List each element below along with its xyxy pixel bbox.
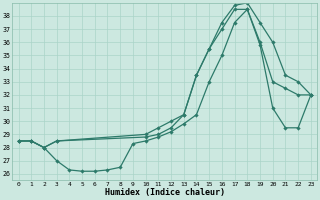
X-axis label: Humidex (Indice chaleur): Humidex (Indice chaleur)	[105, 188, 225, 197]
